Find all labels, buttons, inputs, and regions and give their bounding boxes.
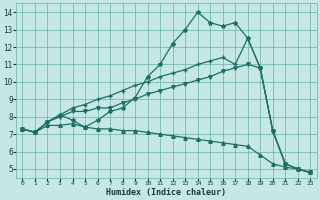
X-axis label: Humidex (Indice chaleur): Humidex (Indice chaleur)	[106, 188, 226, 197]
